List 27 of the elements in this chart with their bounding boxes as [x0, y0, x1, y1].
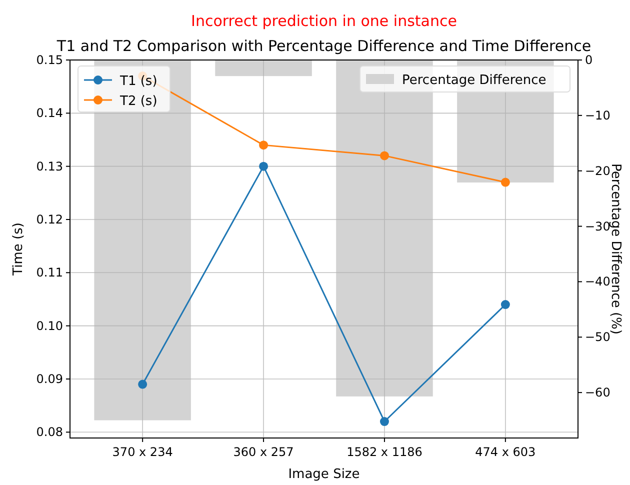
y-tick-label: 0.13	[36, 159, 63, 174]
y-axis-title: Time (s)	[11, 222, 26, 276]
y-tick-label: 0.10	[36, 318, 63, 333]
y-tick-label: 0.14	[36, 106, 63, 120]
y2-tick-label: −30	[585, 219, 610, 234]
legend-label: Percentage Difference	[402, 73, 546, 88]
x-tick-label: 360 x 257	[233, 445, 294, 459]
y2-tick-label: 0	[585, 53, 593, 67]
y2-tick-label: −20	[585, 164, 610, 178]
chart-title: T1 and T2 Comparison with Percentage Difference and Time Difference	[56, 37, 592, 55]
x-tick-label: 370 x 234	[112, 445, 173, 459]
x-tick-label: 1582 x 1186	[346, 445, 422, 459]
y-tick-label: 0.12	[36, 212, 63, 226]
y-tick-label: 0.15	[36, 53, 63, 67]
x-tick-label: 474 x 603	[475, 445, 536, 459]
y2-axis-title: Percentage Difference (%)	[608, 164, 623, 334]
y-tick-label: 0.08	[36, 425, 63, 440]
chart-subtitle: Incorrect prediction in one instance	[191, 12, 457, 30]
legend-label: T1 (s)	[119, 74, 158, 89]
y2-tick-label: −60	[585, 386, 610, 400]
y2-tick-label: −10	[585, 108, 610, 122]
y2-tick-label: −40	[585, 274, 610, 289]
legend-label: T2 (s)	[119, 94, 158, 109]
y-tick-label: 0.11	[36, 266, 63, 280]
x-axis-title: Image Size	[288, 467, 360, 482]
y2-tick-label: −50	[585, 330, 610, 344]
y-tick-label: 0.09	[36, 372, 63, 386]
